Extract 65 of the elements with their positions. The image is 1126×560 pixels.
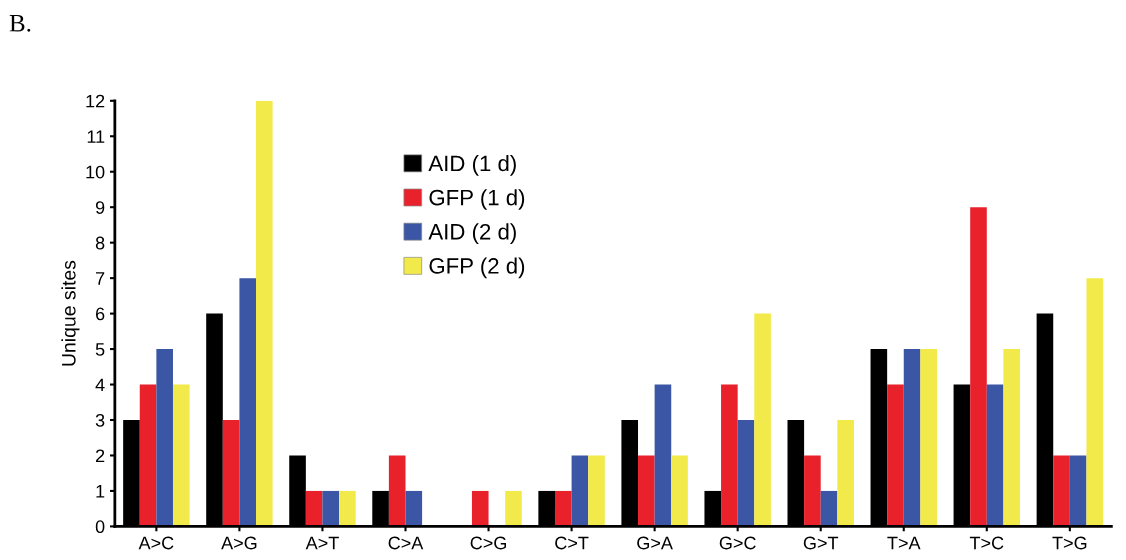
bar bbox=[1069, 455, 1087, 527]
bar bbox=[322, 490, 340, 527]
legend-label: GFP (1 d) bbox=[429, 189, 525, 210]
bar bbox=[471, 490, 489, 527]
y-tick-label: 6 bbox=[96, 307, 105, 321]
y-tick-label: 9 bbox=[95, 201, 105, 214]
y-tick-label: 4 bbox=[95, 378, 105, 392]
bar bbox=[986, 384, 1004, 527]
text: B. bbox=[9, 14, 31, 32]
bar bbox=[554, 490, 572, 527]
bar bbox=[903, 349, 921, 527]
y-axis-title: Unique sites bbox=[61, 260, 80, 366]
bar bbox=[388, 455, 406, 527]
bar bbox=[172, 384, 190, 527]
y-tick-label: 0 bbox=[95, 520, 105, 534]
bar bbox=[671, 455, 688, 527]
x-tick-label: A>G bbox=[221, 536, 257, 550]
bar bbox=[721, 384, 738, 527]
x-tick-label: C>A bbox=[388, 536, 424, 550]
bar bbox=[820, 490, 838, 527]
bar bbox=[837, 420, 854, 527]
x-tick-label: T>C bbox=[969, 536, 1004, 550]
bar bbox=[754, 313, 771, 527]
bar bbox=[887, 384, 904, 527]
legend-label: AID (1 d) bbox=[428, 154, 516, 176]
bar bbox=[737, 420, 755, 527]
y-tick-label: 11 bbox=[87, 130, 105, 143]
bar bbox=[305, 490, 323, 527]
y-tick-label: 10 bbox=[86, 165, 105, 179]
y-tick-label: 12 bbox=[86, 94, 105, 108]
bar bbox=[1086, 278, 1104, 527]
legend-label: GFP (2 d) bbox=[429, 257, 525, 279]
bar bbox=[239, 278, 257, 527]
y-tick-label: 7 bbox=[96, 272, 105, 285]
bar bbox=[139, 384, 157, 527]
x-tick-label: A>C bbox=[138, 536, 174, 550]
bar bbox=[505, 490, 522, 527]
y-tick-label: 8 bbox=[95, 236, 105, 250]
y-tick-label: 1 bbox=[96, 485, 105, 498]
bar bbox=[405, 490, 423, 527]
bar bbox=[654, 384, 672, 527]
bar bbox=[1053, 455, 1070, 527]
bar bbox=[571, 455, 589, 527]
x-tick-label: G>A bbox=[637, 536, 673, 550]
x-tick-label: A>T bbox=[305, 536, 339, 550]
x-tick-label: C>T bbox=[555, 536, 589, 550]
bar bbox=[339, 490, 356, 527]
y-tick-label: 2 bbox=[96, 449, 105, 463]
y-tick-label: 5 bbox=[95, 343, 105, 356]
bar bbox=[256, 100, 273, 527]
legend-label: AID (2 d) bbox=[428, 223, 516, 244]
bar bbox=[970, 207, 987, 527]
x-tick-label: C>G bbox=[470, 536, 507, 550]
bar bbox=[1003, 349, 1021, 527]
bar bbox=[920, 349, 937, 527]
x-tick-label: G>T bbox=[803, 536, 839, 550]
bar bbox=[638, 455, 655, 527]
bar bbox=[156, 349, 173, 527]
x-tick-label: G>C bbox=[719, 536, 756, 550]
bar bbox=[804, 455, 821, 527]
bar bbox=[588, 455, 605, 527]
y-tick-label: 3 bbox=[95, 413, 105, 427]
bar bbox=[222, 420, 240, 527]
x-tick-label: T>G bbox=[1052, 536, 1087, 550]
x-tick-label: T>A bbox=[887, 536, 921, 550]
